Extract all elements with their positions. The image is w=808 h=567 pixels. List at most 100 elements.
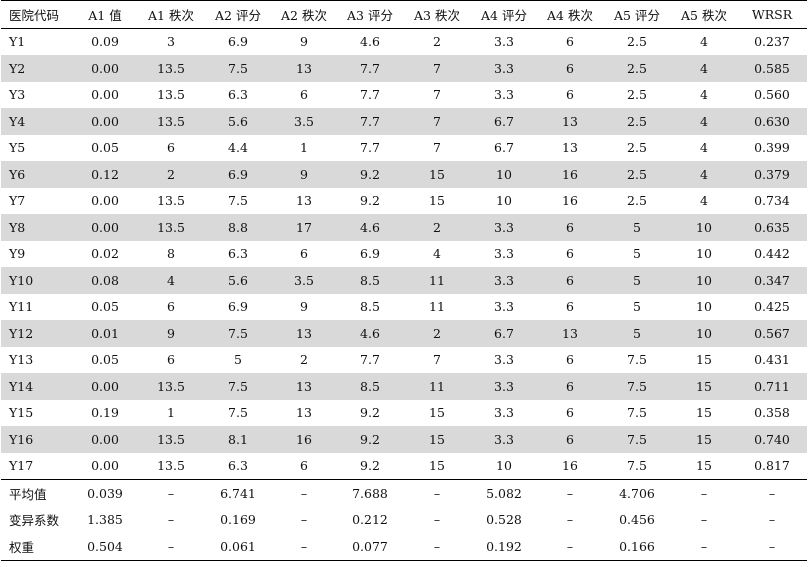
summary-cell: –: [167, 512, 175, 528]
table-cell: 0.585: [754, 60, 790, 76]
table-cell: 6: [566, 34, 574, 50]
table-cell: 10: [696, 219, 712, 235]
hospital-code-cell: Y3: [9, 87, 26, 103]
table-cell: 0.00: [91, 87, 119, 103]
table-cell: 8: [167, 246, 175, 262]
table-cell: 0.00: [91, 113, 119, 129]
table-cell: 4: [700, 60, 708, 76]
column-header: A2 评分: [215, 7, 261, 23]
summary-label: 变异系数: [9, 513, 60, 529]
summary-cell: –: [300, 538, 308, 554]
column-header: A3 秩次: [414, 7, 460, 23]
table-cell: 15: [429, 405, 445, 421]
table-cell: 10: [696, 272, 712, 288]
table-cell: 10: [496, 458, 512, 474]
table-cell: 6: [566, 378, 574, 394]
table-cell: 4: [700, 193, 708, 209]
summary-cell: –: [433, 538, 441, 554]
table-cell: 7.5: [627, 378, 647, 394]
summary-cell: –: [566, 485, 574, 501]
table-row: Y11 0.05 6 6.9 9 8.5 11 3.3 6 5 10 0.425: [1, 293, 807, 320]
table-cell: 15: [696, 405, 712, 421]
table-cell: 6: [300, 87, 308, 103]
table-cell: 4.4: [228, 140, 248, 156]
table-cell: 2: [433, 219, 441, 235]
table-cell: 3.3: [494, 219, 514, 235]
summary-cell: –: [566, 512, 574, 528]
table-cell: 8.5: [360, 378, 380, 394]
table-cell: 2: [300, 352, 308, 368]
summary-label: 平均值: [9, 486, 47, 502]
table-cell: 7.5: [627, 458, 647, 474]
summary-cell: 0.169: [220, 512, 256, 528]
table-cell: 4.6: [360, 34, 380, 50]
hospital-code-cell: Y15: [9, 405, 34, 421]
table-cell: 0.00: [91, 458, 119, 474]
table-cell: 3.3: [494, 34, 514, 50]
table-cell: 0.734: [754, 193, 790, 209]
table-cell: 0.379: [754, 166, 790, 182]
table-cell: 13.5: [157, 87, 185, 103]
table-cell: 0.08: [91, 272, 119, 288]
table-cell: 5: [234, 352, 242, 368]
table-cell: 7.5: [228, 193, 248, 209]
summary-cell: 1.385: [87, 512, 123, 528]
hospital-code-cell: Y4: [9, 113, 26, 129]
column-header: A3 评分: [347, 7, 393, 23]
table-cell: 13: [562, 140, 578, 156]
table-cell: 0.01: [91, 325, 119, 341]
table-cell: 6.7: [494, 140, 514, 156]
table-cell: 10: [696, 299, 712, 315]
table-cell: 8.5: [360, 272, 380, 288]
table-cell: 0.05: [91, 140, 119, 156]
column-header: 医院代码: [9, 7, 60, 23]
summary-cell: 7.688: [352, 485, 388, 501]
table-cell: 7.7: [360, 140, 380, 156]
table-cell: 6: [566, 299, 574, 315]
summary-cell: 0.039: [87, 485, 123, 501]
table-cell: 3: [167, 34, 175, 50]
summary-cell: –: [700, 485, 708, 501]
table-cell: 5.6: [228, 272, 248, 288]
summary-cell: 4.706: [619, 485, 655, 501]
column-header: A4 秩次: [547, 7, 593, 23]
table-cell: 15: [696, 458, 712, 474]
table-cell: 13: [296, 60, 312, 76]
table-cell: 3.3: [494, 87, 514, 103]
hospital-code-cell: Y13: [9, 352, 34, 368]
table-cell: 6.9: [228, 166, 248, 182]
table-cell: 8.1: [228, 431, 248, 447]
table-cell: 5: [633, 219, 641, 235]
table-cell: 0.12: [91, 166, 119, 182]
column-header: A1 秩次: [148, 7, 194, 23]
table-row: Y4 0.00 13.5 5.6 3.5 7.7 7 6.7 13 2.5 4 0.630: [1, 108, 807, 135]
table-cell: 11: [429, 378, 445, 394]
table-cell: 6: [566, 352, 574, 368]
table-cell: 2.5: [627, 193, 647, 209]
hospital-code-cell: Y17: [9, 458, 34, 474]
table-cell: 9.2: [360, 166, 380, 182]
table-cell: 13.5: [157, 431, 185, 447]
table-cell: 4: [700, 87, 708, 103]
summary-cell: –: [433, 512, 441, 528]
table-cell: 6: [566, 87, 574, 103]
table-cell: 6: [566, 219, 574, 235]
table-row: Y8 0.00 13.5 8.8 17 4.6 2 3.3 6 5 10 0.635: [1, 214, 807, 241]
table-cell: 2.5: [627, 87, 647, 103]
summary-cell: –: [700, 512, 708, 528]
table-cell: 7.5: [627, 431, 647, 447]
table-cell: 7.7: [360, 87, 380, 103]
table-cell: 6.7: [494, 325, 514, 341]
table-row: Y6 0.12 2 6.9 9 9.2 15 10 16 2.5 4 0.379: [1, 161, 807, 188]
table-cell: 13: [296, 378, 312, 394]
table-cell: 0.635: [754, 219, 790, 235]
table-cell: 0.630: [754, 113, 790, 129]
table-cell: 6: [566, 246, 574, 262]
table-cell: 4: [700, 166, 708, 182]
table-cell: 15: [429, 166, 445, 182]
table-cell: 3.5: [294, 272, 314, 288]
hospital-code-cell: Y16: [9, 431, 34, 447]
summary-cell: 0.192: [486, 538, 522, 554]
table-cell: 1: [167, 405, 175, 421]
table-cell: 4: [700, 113, 708, 129]
